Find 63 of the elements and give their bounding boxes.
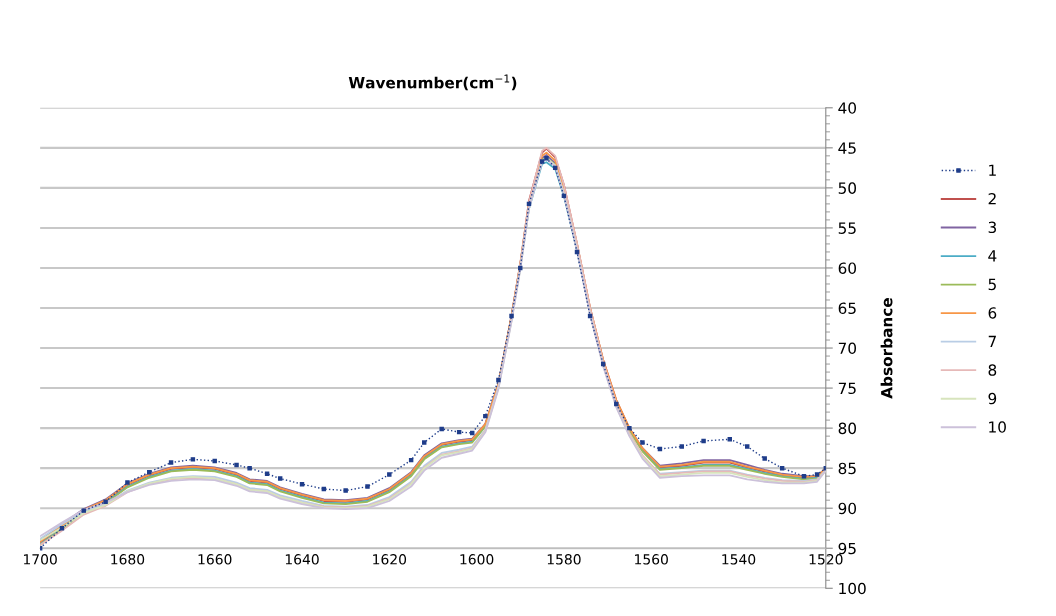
y-tick-label: 40	[838, 102, 857, 114]
point	[762, 456, 767, 461]
x-tick-label: 1580	[547, 554, 581, 565]
point	[614, 401, 619, 407]
x-tick-label: 1640	[285, 554, 319, 565]
legend-label: 1	[989, 164, 996, 176]
point	[679, 444, 684, 449]
legend-label: 2	[988, 192, 996, 205]
x-tick-label: 1520	[809, 554, 843, 565]
y-tick-label: 80	[838, 422, 857, 435]
point	[539, 159, 545, 164]
point	[190, 457, 196, 462]
point	[365, 484, 370, 489]
point	[234, 462, 239, 468]
legend-label: 8	[988, 364, 997, 376]
point	[640, 440, 645, 445]
x-tick-label: 1540	[722, 554, 756, 565]
y-tick-label: 75	[838, 382, 856, 395]
point	[277, 476, 283, 481]
legend-label: 3	[988, 221, 997, 234]
y-tick-label: 50	[838, 182, 857, 194]
legend-label: 6	[988, 307, 997, 319]
x-tick-label: 1660	[198, 554, 232, 565]
y-tick-label: 55	[838, 222, 856, 234]
x-tick-label: 1600	[460, 554, 494, 565]
point	[509, 313, 514, 319]
point	[125, 480, 130, 485]
point	[814, 472, 820, 477]
point	[544, 156, 549, 161]
point	[496, 377, 501, 383]
legend-label: 7	[988, 335, 996, 348]
point	[483, 413, 488, 419]
point	[387, 472, 392, 477]
point	[168, 460, 174, 465]
x-tick-label: 1700	[23, 554, 57, 565]
y-tick-label: 85	[838, 462, 856, 475]
point	[727, 437, 732, 442]
point	[422, 440, 427, 445]
point	[343, 488, 348, 493]
point	[745, 444, 750, 449]
x-tick-label: 1620	[373, 554, 407, 565]
legend-label: 5	[988, 278, 996, 291]
legend-label: 9	[988, 392, 997, 405]
y-tick-label: 70	[838, 342, 857, 355]
x-axis-title: Wavenumber(cm$^{−1}$)	[348, 74, 517, 91]
x-tick-label: 1560	[635, 554, 668, 565]
x-tick-label: 1680	[111, 554, 145, 565]
point	[81, 508, 86, 513]
point	[247, 465, 252, 471]
point	[439, 426, 444, 432]
point	[212, 458, 217, 464]
y-tick-label: 100	[839, 582, 866, 595]
y-axis-title: Absorbance	[880, 298, 893, 399]
y-tick-label: 60	[838, 262, 857, 274]
legend-label: 4	[988, 250, 997, 262]
y-tick-label: 90	[838, 502, 857, 515]
point	[627, 425, 632, 431]
y-tick-label: 95	[838, 542, 856, 555]
legend-label: 10	[989, 421, 1006, 433]
point	[701, 438, 706, 444]
y-tick-label: 65	[838, 302, 856, 315]
y-tick-label: 45	[838, 142, 856, 154]
point	[103, 499, 108, 505]
